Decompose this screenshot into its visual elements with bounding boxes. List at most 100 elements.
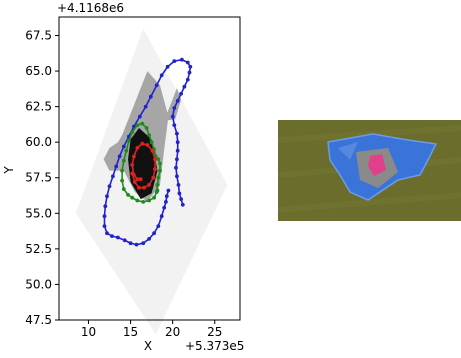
series-2	[130, 141, 157, 190]
series-1	[120, 121, 162, 204]
series-point	[121, 158, 126, 163]
series-point	[165, 64, 170, 69]
series-point	[154, 83, 159, 88]
series-point	[103, 204, 108, 209]
series-point	[164, 194, 169, 199]
series-point	[121, 144, 126, 149]
series-point	[180, 57, 184, 62]
series-point	[130, 130, 135, 135]
x-axis-ticks: 10 15 20 25	[81, 320, 222, 339]
series-point	[105, 231, 109, 236]
series-point	[140, 121, 145, 126]
series-point	[182, 84, 187, 89]
series-point	[121, 187, 126, 192]
series-point	[156, 175, 161, 180]
series-point	[135, 177, 140, 182]
series-point	[159, 214, 164, 219]
series-point	[175, 148, 180, 153]
y-tick-label: 60.0	[25, 135, 52, 149]
series-point	[132, 180, 137, 184]
series-point	[172, 59, 177, 63]
series-point	[177, 191, 182, 196]
y-tick-label: 50.0	[25, 277, 52, 291]
series-point	[122, 238, 127, 243]
series-point	[130, 195, 135, 200]
series-point	[147, 183, 152, 187]
series-point	[111, 174, 115, 179]
series-point	[170, 114, 175, 119]
series-point	[107, 184, 112, 189]
series-point	[142, 185, 146, 190]
y-tick-label: 52.5	[25, 242, 52, 256]
pink-target	[368, 154, 386, 176]
x-tick-label: 10	[81, 325, 96, 339]
series-point	[145, 143, 150, 147]
y-offset-label: +4.1168e6	[57, 1, 124, 15]
plot-frame	[58, 16, 241, 321]
series-point	[126, 192, 130, 197]
y-axis-ticks: 47.5 50.0 52.5 55.0 57.5 60.0 62.5 65.0 67.5	[25, 28, 59, 327]
series-layer	[102, 57, 193, 247]
series-point	[150, 148, 155, 153]
series-point	[158, 168, 162, 173]
series-point	[147, 198, 152, 203]
series-point	[130, 163, 135, 167]
series-point	[172, 123, 177, 127]
series-point	[166, 188, 171, 193]
series-point	[153, 167, 157, 172]
series-point	[180, 202, 185, 207]
y-tick-label: 65.0	[25, 64, 52, 78]
series-point	[187, 70, 192, 75]
series-point	[175, 140, 180, 145]
series-point	[135, 198, 140, 203]
series-point	[174, 165, 178, 170]
tarp-fold	[338, 142, 358, 160]
series-point	[185, 60, 190, 65]
series-point	[156, 224, 161, 229]
series-point	[114, 164, 119, 169]
series-point	[141, 200, 146, 204]
series-point	[175, 157, 179, 162]
series-point	[155, 188, 160, 193]
x-tick-label: 25	[207, 325, 222, 339]
series-point	[120, 178, 124, 183]
y-tick-label: 62.5	[25, 100, 52, 114]
series-point	[156, 157, 161, 162]
series-point	[172, 106, 177, 110]
series-point	[135, 146, 140, 150]
y-tick-label: 67.5	[25, 28, 52, 42]
x-tick-label: 15	[123, 325, 138, 339]
series-point	[143, 104, 148, 109]
series-point	[102, 214, 107, 219]
series-point	[102, 224, 107, 229]
series-point	[141, 241, 146, 246]
y-tick-label: 47.5	[25, 313, 52, 327]
series-point	[152, 231, 157, 236]
gray-region-secondary	[164, 88, 182, 121]
series-point	[175, 99, 180, 103]
series-point	[164, 200, 168, 204]
series-point	[147, 133, 152, 138]
aerial-photo	[278, 120, 461, 221]
series-point	[124, 148, 129, 153]
series-point	[176, 183, 181, 187]
series-point	[153, 157, 157, 162]
series-point	[175, 174, 179, 179]
series-point	[158, 161, 162, 166]
series-point	[149, 140, 154, 145]
aerial-photo-image	[278, 120, 461, 221]
series-point	[110, 234, 114, 239]
x-axis-label: X	[144, 339, 152, 353]
series-point	[137, 185, 141, 190]
series-point	[179, 197, 184, 202]
series-point	[138, 177, 143, 182]
series-point	[137, 114, 142, 119]
series-point	[179, 91, 184, 96]
series-point	[155, 183, 160, 187]
series-point	[148, 94, 153, 99]
series-0	[102, 57, 193, 247]
series-point	[132, 154, 136, 159]
series-point	[188, 64, 193, 69]
